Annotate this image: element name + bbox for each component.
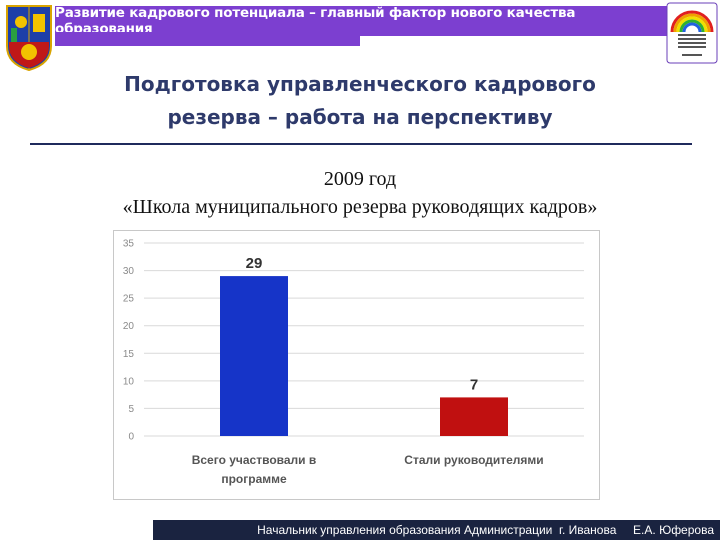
y-tick-label: 25	[123, 294, 135, 305]
header-stripe	[55, 32, 360, 46]
footer-bar: Начальник управления образования Админис…	[153, 520, 720, 540]
footer-text: Начальник управления образования Админис…	[257, 523, 714, 537]
header-banner: Развитие кадрового потенциала – главный …	[55, 5, 667, 37]
data-label: 7	[470, 376, 478, 393]
chart-frame: 0 5 10 15 20 25 30 35 29 Всего участвовали в прогр…	[113, 230, 600, 500]
education-logo-icon	[666, 2, 718, 64]
subtitle-year: 2009 год	[323, 168, 397, 190]
y-tick-label: 20	[123, 321, 135, 332]
bar-chart: 0 5 10 15 20 25 30 35 29 Всего участвовали в прогр…	[123, 239, 584, 486]
bar	[440, 397, 508, 436]
category-label: Всего участвовали в	[192, 453, 317, 467]
slide-title-line1: Подготовка управленческого кадрового	[124, 72, 596, 96]
y-tick-label: 5	[128, 404, 134, 415]
title-divider	[30, 143, 692, 145]
data-label: 29	[246, 255, 263, 272]
y-tick-label: 35	[123, 239, 135, 250]
y-tick-label: 30	[123, 266, 135, 277]
y-tick-label: 0	[128, 432, 134, 443]
y-tick-label: 10	[123, 376, 135, 387]
city-emblem-icon	[6, 5, 52, 72]
subtitle-program: «Школа муниципального резерва руководящи…	[122, 196, 598, 218]
category-label: программе	[221, 472, 287, 486]
slide-title-line2: резерва – работа на перспективу	[167, 105, 553, 129]
slide-subtitle: 2009 год «Школа муниципального резерва р…	[20, 165, 700, 221]
y-tick-label: 15	[123, 349, 135, 360]
bar	[220, 276, 288, 436]
category-label: Стали руководителями	[404, 453, 543, 467]
slide-title: Подготовка управленческого кадрового рез…	[70, 68, 650, 134]
